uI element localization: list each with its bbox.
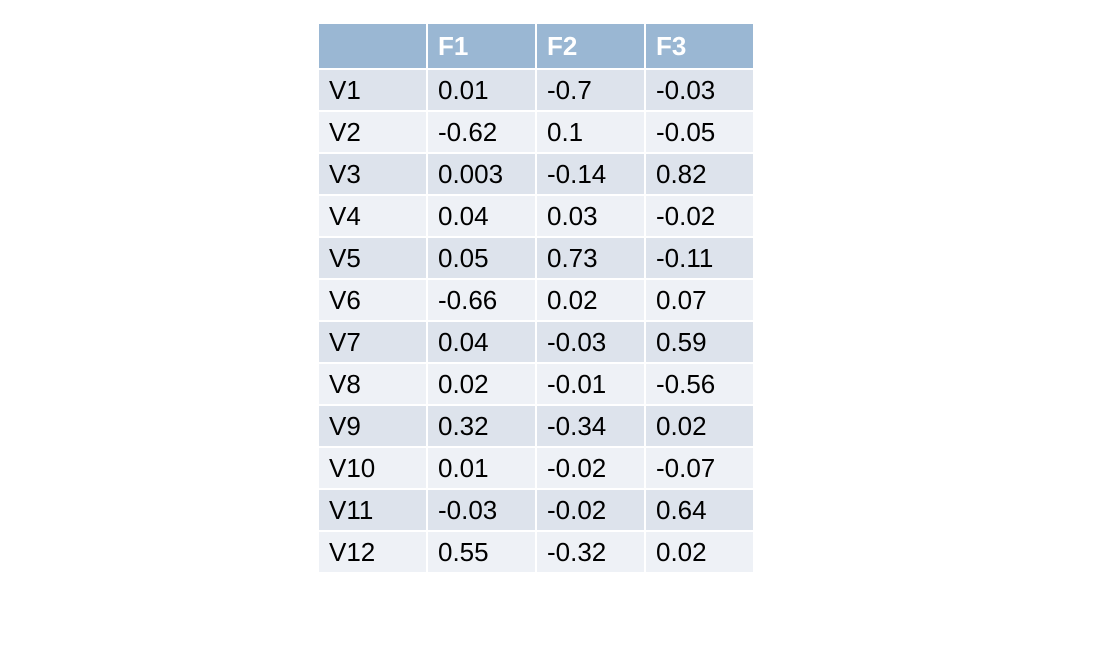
loading-value-cell: 0.003 (426, 152, 537, 196)
loading-value-cell: 0.02 (644, 404, 755, 448)
table-row: V1 0.01 -0.7 -0.03 (317, 68, 755, 112)
loading-value-cell: 0.01 (426, 446, 537, 490)
table-body: V1 0.01 -0.7 -0.03 V2 -0.62 0.1 -0.05 V3 0.003 -0.… (317, 68, 755, 574)
header-cell-f2: F2 (535, 22, 646, 70)
loading-value-cell: 0.02 (644, 530, 755, 574)
loading-value-cell: 0.04 (426, 320, 537, 364)
table-row: V6 -0.66 0.02 0.07 (317, 278, 755, 322)
loading-value-cell: -0.01 (535, 362, 646, 406)
loading-value-cell: -0.02 (535, 488, 646, 532)
loading-value-cell: -0.02 (535, 446, 646, 490)
loading-value-cell: -0.03 (644, 68, 755, 112)
header-row: F1 F2 F3 (317, 22, 755, 70)
header-cell-f1: F1 (426, 22, 537, 70)
loading-value-cell: -0.03 (535, 320, 646, 364)
table-row: V10 0.01 -0.02 -0.07 (317, 446, 755, 490)
loading-value-cell: 0.05 (426, 236, 537, 280)
loading-value-cell: 0.55 (426, 530, 537, 574)
row-label-cell: V5 (317, 236, 428, 280)
loading-value-cell: 0.1 (535, 110, 646, 154)
loading-value-cell: 0.32 (426, 404, 537, 448)
loadings-table: F1 F2 F3 V1 0.01 -0.7 -0.03 V2 -0.62 0.1 -0.05 V… (317, 22, 755, 574)
table-row: V5 0.05 0.73 -0.11 (317, 236, 755, 280)
loading-value-cell: -0.62 (426, 110, 537, 154)
loading-value-cell: -0.03 (426, 488, 537, 532)
loading-value-cell: -0.34 (535, 404, 646, 448)
loading-value-cell: 0.73 (535, 236, 646, 280)
loading-value-cell: 0.82 (644, 152, 755, 196)
row-label-cell: V9 (317, 404, 428, 448)
loading-value-cell: 0.59 (644, 320, 755, 364)
row-label-cell: V2 (317, 110, 428, 154)
table-row: V8 0.02 -0.01 -0.56 (317, 362, 755, 406)
loading-value-cell: 0.03 (535, 194, 646, 238)
loading-value-cell: -0.11 (644, 236, 755, 280)
loading-value-cell: -0.66 (426, 278, 537, 322)
header-cell-corner (317, 22, 428, 70)
table-row: V7 0.04 -0.03 0.59 (317, 320, 755, 364)
table-row: V12 0.55 -0.32 0.02 (317, 530, 755, 574)
row-label-cell: V6 (317, 278, 428, 322)
row-label-cell: V7 (317, 320, 428, 364)
loading-value-cell: -0.7 (535, 68, 646, 112)
header-cell-f3: F3 (644, 22, 755, 70)
loading-value-cell: 0.07 (644, 278, 755, 322)
loading-value-cell: -0.05 (644, 110, 755, 154)
table-row: V4 0.04 0.03 -0.02 (317, 194, 755, 238)
table-row: V3 0.003 -0.14 0.82 (317, 152, 755, 196)
row-label-cell: V11 (317, 488, 428, 532)
loading-value-cell: 0.04 (426, 194, 537, 238)
loading-value-cell: -0.02 (644, 194, 755, 238)
loading-value-cell: -0.07 (644, 446, 755, 490)
loading-value-cell: -0.32 (535, 530, 646, 574)
loading-value-cell: 0.01 (426, 68, 537, 112)
row-label-cell: V8 (317, 362, 428, 406)
row-label-cell: V10 (317, 446, 428, 490)
row-label-cell: V1 (317, 68, 428, 112)
row-label-cell: V3 (317, 152, 428, 196)
table-row: V11 -0.03 -0.02 0.64 (317, 488, 755, 532)
table-header: F1 F2 F3 (317, 22, 755, 70)
table-row: V9 0.32 -0.34 0.02 (317, 404, 755, 448)
row-label-cell: V12 (317, 530, 428, 574)
loading-value-cell: -0.56 (644, 362, 755, 406)
loading-value-cell: 0.64 (644, 488, 755, 532)
loading-value-cell: 0.02 (426, 362, 537, 406)
loading-value-cell: -0.14 (535, 152, 646, 196)
row-label-cell: V4 (317, 194, 428, 238)
table-row: V2 -0.62 0.1 -0.05 (317, 110, 755, 154)
loading-value-cell: 0.02 (535, 278, 646, 322)
